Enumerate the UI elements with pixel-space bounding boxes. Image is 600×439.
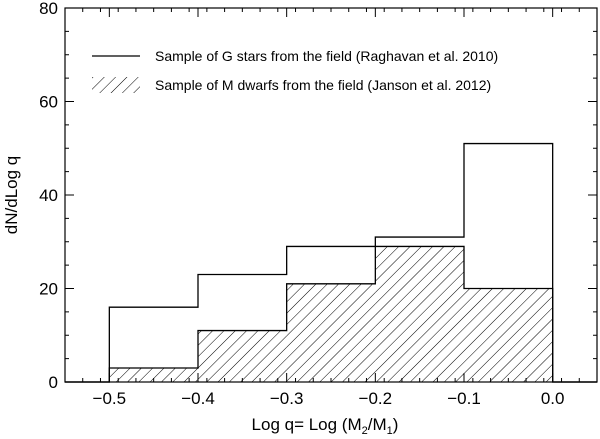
m-dwarf-bar-4 [464,288,553,382]
m-dwarf-outline [65,245,597,383]
m-dwarf-bar-0 [109,367,198,382]
legend-label-m-dwarfs: Sample of M dwarfs from the field (Janso… [155,77,491,93]
m-dwarf-bar-1 [198,330,287,382]
y-tick-label: 0 [49,373,58,392]
x-tick-label: −0.1 [447,389,481,408]
y-axis: 0 20 40 60 80 [39,0,597,392]
y-axis-label: dN/dLog q [2,156,21,234]
g-star-outline [65,142,597,383]
x-tick-label: −0.4 [181,389,215,408]
x-tick-label: −0.5 [93,389,127,408]
y-tick-label: 80 [39,0,58,18]
x-tick-label: −0.3 [270,389,304,408]
x-tick-label: 0.0 [541,389,565,408]
legend-swatch-m-dwarfs [92,77,140,93]
m-dwarf-bar-2 [286,283,376,382]
y-tick-label: 60 [39,93,58,112]
y-tick-label: 20 [39,280,58,299]
x-axis: −0.5 −0.4 −0.3 −0.2 −0.1 0.0 [64,8,598,408]
m-dwarf-bar-3 [375,246,464,382]
x-tick-label: −0.2 [359,389,393,408]
legend-label-g-stars: Sample of G stars from the field (Raghav… [155,48,498,64]
x-axis-label: Log q= Log (M2/M1) [252,415,399,437]
y-tick-label: 40 [39,186,58,205]
legend: Sample of G stars from the field (Raghav… [92,48,498,93]
